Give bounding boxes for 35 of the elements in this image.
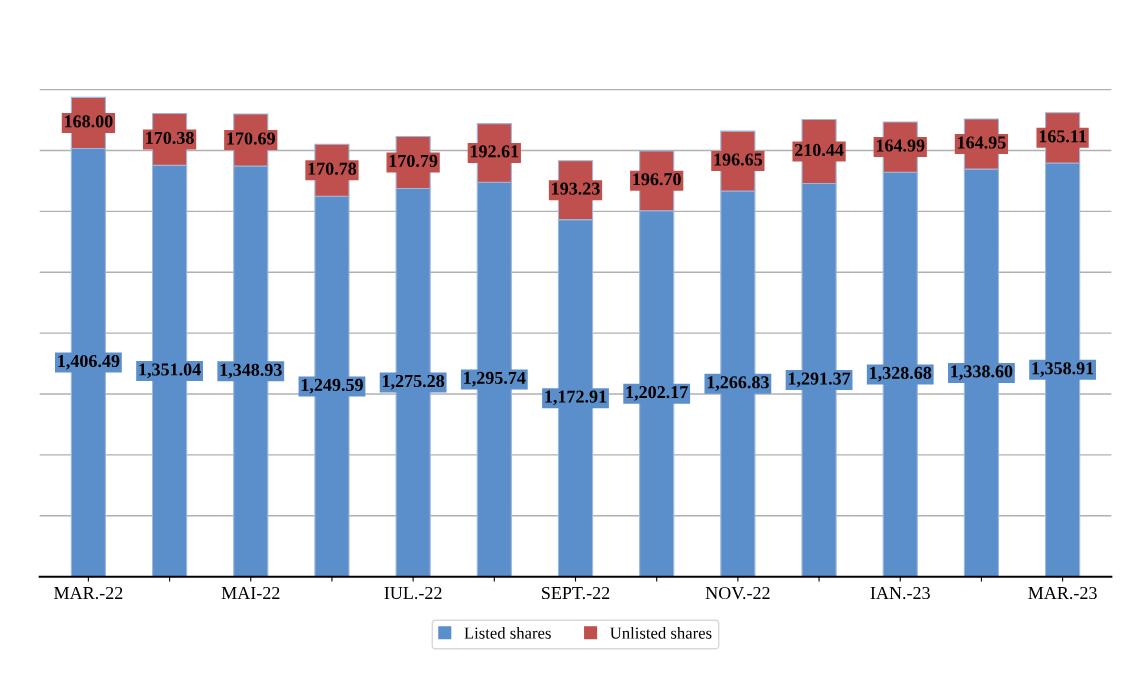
x-tick-label: MAR.-23 [1028, 586, 1097, 600]
data-label: 210.44 [794, 143, 844, 157]
data-label: 170.79 [389, 154, 438, 168]
data-label: 196.70 [633, 173, 681, 186]
data-label: 1,406.49 [58, 354, 120, 370]
x-tick-label: IUL.-22 [384, 586, 442, 600]
data-label: 165.11 [1039, 130, 1087, 143]
x-tick-label: SEPT.-22 [542, 586, 610, 600]
data-label: 1,202.17 [626, 386, 688, 401]
data-label: 170.38 [146, 131, 194, 145]
data-label: 1,348.93 [220, 363, 282, 379]
data-label: 170.69 [227, 132, 275, 145]
x-tick-label: NOV.-22 [705, 586, 770, 600]
data-label: 164.95 [958, 136, 1006, 149]
data-label: 164.99 [876, 139, 925, 152]
data-label: 168.00 [65, 115, 113, 128]
data-label: 1,172.91 [545, 390, 607, 406]
data-label: 1,351.04 [139, 363, 201, 379]
data-label: 1,249.59 [301, 378, 363, 394]
data-label: 1,266.83 [707, 376, 769, 391]
data-label: 196.65 [714, 153, 763, 166]
x-tick-label: MAI-22 [221, 586, 280, 599]
data-label: 1,338.60 [951, 365, 1013, 381]
data-label: 1,291.37 [788, 372, 851, 388]
x-tick-label: IAN.-23 [870, 586, 930, 600]
data-label: 1,328.68 [870, 366, 932, 382]
legend-label: Listed shares [464, 627, 551, 639]
data-label: 1,358.91 [1032, 362, 1094, 377]
data-label: 170.78 [308, 162, 357, 175]
data-label: 1,295.74 [464, 371, 526, 387]
data-label: 193.23 [552, 182, 600, 195]
x-tick-label: MAR.-22 [54, 586, 123, 600]
data-label: 192.61 [470, 145, 519, 158]
data-label: 1,275.28 [382, 374, 445, 390]
legend-label: Unlisted shares [610, 627, 712, 639]
